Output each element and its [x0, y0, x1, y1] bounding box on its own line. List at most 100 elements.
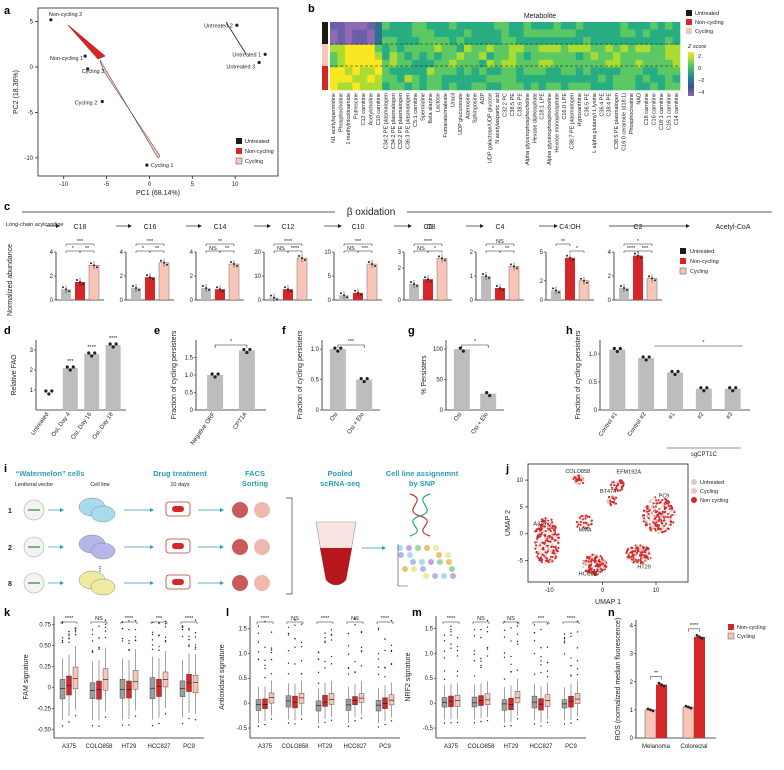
heatmap-cell [330, 59, 338, 68]
heatmap-cell [501, 22, 510, 30]
heatmap-cell [486, 37, 495, 45]
heatmap-cell [598, 37, 606, 45]
metabolite-label: C38:5 PE plasmalogen [614, 93, 620, 149]
pca-xtick: 10 [232, 182, 239, 188]
step5-title2: by SNP [409, 479, 435, 488]
dh-bar [105, 345, 121, 410]
box [268, 692, 275, 704]
box [285, 695, 292, 708]
box-outlier [354, 671, 356, 674]
heatmap-cell [456, 22, 465, 30]
heatmap-cell [545, 37, 554, 45]
n-ytick: 3 [630, 652, 634, 658]
heatmap-cell [598, 22, 606, 30]
umap-cell [670, 518, 673, 521]
umap-ylabel: UMAP 2 [505, 510, 512, 536]
box-outlier [570, 657, 572, 659]
umap-cell [537, 557, 540, 560]
box-outlier [347, 653, 350, 655]
c-bar [215, 289, 225, 300]
heatmap-cell [464, 59, 472, 68]
box-outlier [151, 644, 154, 646]
heatmap-cell [411, 74, 420, 83]
box-outlier [486, 646, 489, 649]
umap-cell [606, 501, 609, 504]
dh-category: Osi + Eto [347, 411, 367, 435]
heat-legend-untreated: Untreated [695, 11, 719, 17]
heatmap-cell [434, 67, 443, 76]
assigned-cell-dot [432, 573, 438, 579]
dh-dot [210, 372, 214, 376]
c8-label: C8 [427, 224, 436, 231]
umap-cell [552, 531, 555, 534]
heatmap-cell [359, 52, 368, 61]
h-group-label: sgCPT1C [691, 452, 718, 458]
heatmap-cell [389, 74, 398, 83]
metabolite-label: Hypoxanthine [577, 93, 583, 127]
umap-cell [545, 556, 548, 560]
umap-cell [587, 521, 590, 525]
heatmap-cell [404, 29, 413, 38]
umap-cell [553, 529, 557, 532]
dh-dot [108, 342, 112, 346]
box-outlier [480, 660, 482, 662]
umap-cell [601, 563, 605, 566]
box-outlier [503, 652, 506, 654]
c-dot [438, 255, 440, 258]
box-outlier [300, 623, 303, 625]
c-dot [152, 278, 154, 281]
umap-cell [579, 520, 582, 524]
c-bar [158, 262, 170, 301]
heatmap-cell [612, 37, 621, 45]
c-legend-noncycling: Non-cycling [690, 259, 719, 265]
box-outlier [354, 617, 356, 620]
umap-cell [550, 536, 553, 539]
umap-cell [657, 532, 660, 535]
heatmap-cell [590, 52, 599, 61]
c-sig: ** [218, 239, 223, 245]
umap-cell [578, 516, 581, 519]
box [508, 697, 514, 710]
umap-cell [652, 519, 655, 522]
heatmap-cell [575, 52, 584, 61]
heatmap-cell [456, 52, 465, 61]
c-dot [135, 287, 137, 289]
n-bar-cycling [644, 709, 657, 739]
box-outlier [450, 631, 452, 633]
heatmap-cell [531, 44, 539, 53]
c-chart-title: C2 [634, 224, 643, 231]
umap-cell [539, 526, 542, 529]
c-sig: ** [155, 246, 160, 252]
heatmap-cell [449, 82, 457, 91]
box-outlier [128, 628, 130, 631]
n-sig: **** [690, 623, 699, 629]
metabolite-label: C16:1 carnitine [666, 93, 672, 130]
box-outlier [257, 632, 260, 634]
box-outlier [330, 663, 333, 665]
umap-cell [556, 539, 560, 543]
box-outlier [194, 648, 197, 650]
umap-cell [647, 512, 650, 516]
heatmap-cell [650, 22, 658, 30]
box [574, 693, 581, 704]
box-outlier [390, 649, 393, 652]
step1-sub1: Lentiviral vector [15, 482, 54, 488]
umap-cell [540, 559, 543, 562]
c-dot [513, 265, 515, 268]
heatmap-cell [575, 74, 584, 83]
heatmap-cell [516, 67, 524, 76]
heatmap-cell [337, 44, 346, 53]
heatmap-cell [404, 82, 413, 91]
umap-cell [647, 550, 650, 553]
umap-cell [630, 560, 634, 563]
assigned-cell-dot [420, 566, 426, 572]
box-outlier [450, 647, 452, 649]
heatmap-cell [478, 74, 487, 83]
box-ytick: -0.25 [37, 707, 51, 713]
pca-xtick: -10 [59, 182, 68, 188]
metabolite-label: C16:0 LPE [562, 93, 568, 120]
box-outlier [360, 650, 363, 653]
box-outlier [164, 620, 167, 623]
